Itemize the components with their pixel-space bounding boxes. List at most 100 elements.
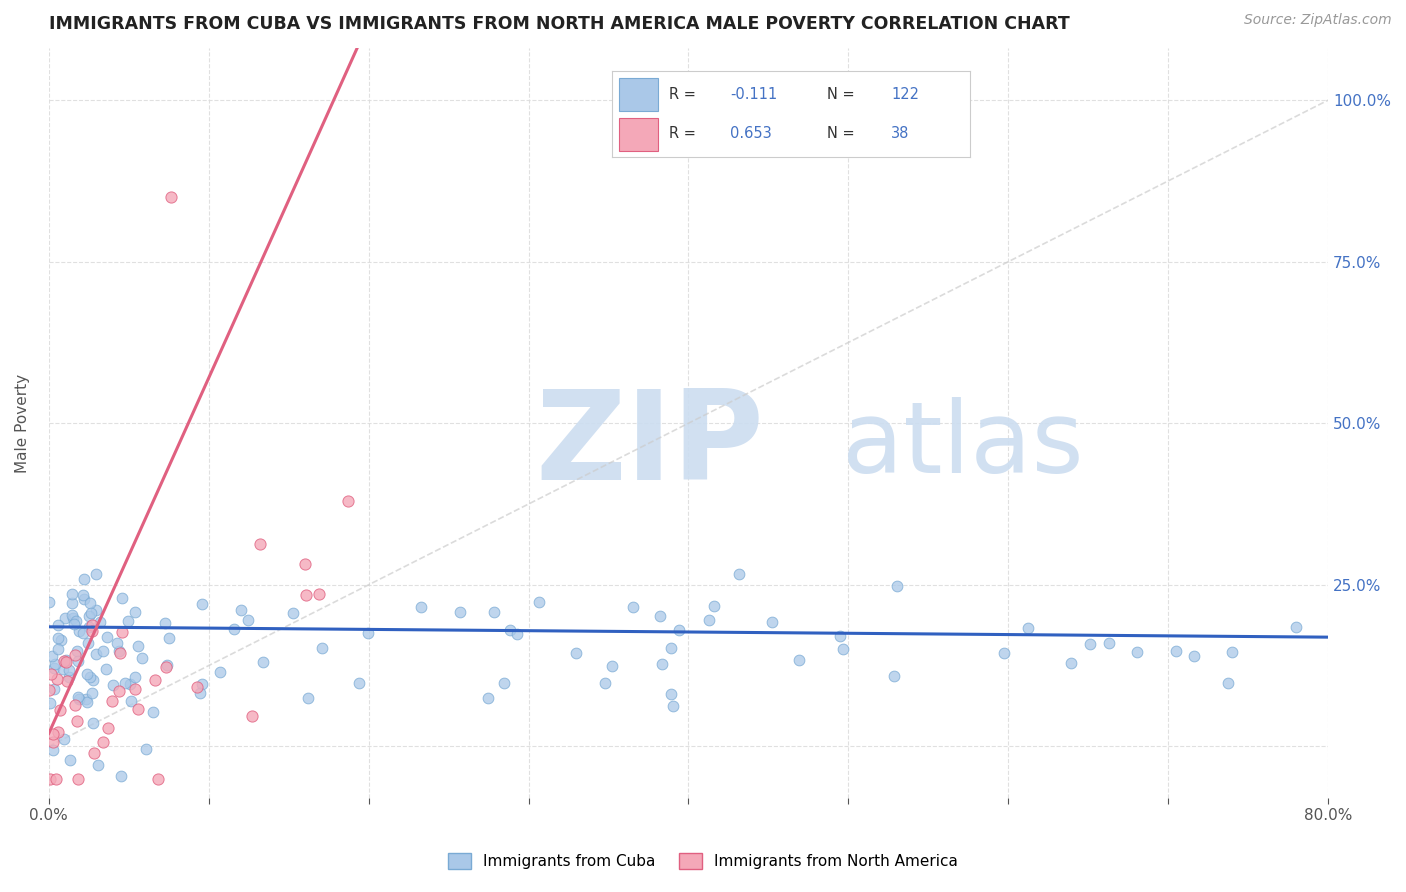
- Point: [142, 706, 165, 720]
- Point: [135, 742, 157, 756]
- Point: [39, 772, 62, 786]
- Point: [659, 688, 682, 702]
- Point: [75, 692, 97, 706]
- Point: [118, 677, 141, 691]
- Y-axis label: Male Poverty: Male Poverty: [15, 374, 30, 473]
- Point: [101, 677, 124, 691]
- Point: [830, 629, 852, 643]
- Point: [72, 588, 94, 602]
- Point: [79, 670, 101, 684]
- Point: [42, 681, 65, 696]
- Point: [80, 606, 103, 620]
- Point: [111, 591, 134, 606]
- Point: [159, 631, 181, 645]
- Point: [1078, 637, 1101, 651]
- Point: [703, 599, 725, 613]
- Point: [84, 567, 107, 582]
- Point: [42, 661, 65, 675]
- Point: [42, 727, 65, 741]
- Point: [77, 620, 100, 634]
- Point: [668, 624, 690, 638]
- Point: [650, 609, 672, 624]
- Point: [120, 694, 142, 708]
- Point: [55, 611, 77, 625]
- Point: [100, 693, 122, 707]
- Point: [108, 684, 131, 698]
- Point: [728, 567, 751, 582]
- Point: [188, 686, 211, 700]
- Point: [96, 662, 118, 676]
- Point: [63, 617, 86, 632]
- Point: [146, 772, 169, 786]
- Point: [124, 670, 146, 684]
- Point: [67, 654, 90, 668]
- Point: [124, 605, 146, 619]
- Point: [67, 772, 90, 786]
- Legend: Immigrants from Cuba, Immigrants from North America: Immigrants from Cuba, Immigrants from No…: [441, 847, 965, 875]
- Point: [297, 691, 319, 706]
- Point: [80, 624, 103, 638]
- Point: [55, 655, 77, 669]
- Point: [347, 676, 370, 690]
- Point: [191, 597, 214, 611]
- Point: [252, 655, 274, 669]
- Point: [336, 493, 359, 508]
- Point: [886, 579, 908, 593]
- Point: [159, 190, 181, 204]
- Point: [831, 642, 853, 657]
- Point: [651, 657, 673, 672]
- Point: [66, 714, 89, 728]
- Point: [127, 639, 149, 653]
- Point: [55, 653, 77, 667]
- Point: [77, 608, 100, 623]
- Point: [143, 673, 166, 687]
- Point: [229, 603, 252, 617]
- Point: [127, 702, 149, 716]
- Point: [131, 650, 153, 665]
- Point: [993, 646, 1015, 660]
- Point: [42, 743, 65, 757]
- Point: [659, 641, 682, 656]
- Point: [311, 641, 333, 656]
- Point: [89, 615, 111, 630]
- Point: [1017, 621, 1039, 635]
- Point: [66, 690, 89, 704]
- Point: [76, 695, 98, 709]
- Point: [45, 772, 67, 786]
- Point: [294, 558, 316, 572]
- Point: [661, 699, 683, 714]
- Point: [236, 613, 259, 627]
- Point: [155, 660, 177, 674]
- Point: [60, 587, 83, 601]
- Text: atlas: atlas: [842, 397, 1084, 494]
- Point: [83, 746, 105, 760]
- Point: [295, 588, 318, 602]
- Point: [62, 611, 84, 625]
- Point: [67, 692, 90, 706]
- Point: [46, 617, 69, 632]
- Point: [1216, 675, 1239, 690]
- Point: [96, 630, 118, 644]
- Point: [82, 716, 104, 731]
- Point: [58, 670, 80, 684]
- Point: [1220, 645, 1243, 659]
- Point: [73, 591, 96, 606]
- Point: [77, 636, 100, 650]
- Point: [153, 615, 176, 630]
- Point: [1182, 648, 1205, 663]
- Point: [357, 626, 380, 640]
- Point: [191, 677, 214, 691]
- Point: [38, 682, 60, 697]
- Point: [621, 599, 644, 614]
- Point: [65, 643, 87, 657]
- Point: [281, 607, 304, 621]
- Point: [124, 681, 146, 696]
- Point: [39, 696, 62, 710]
- Point: [82, 617, 104, 632]
- Point: [46, 642, 69, 657]
- Point: [91, 735, 114, 749]
- Point: [41, 649, 63, 664]
- Point: [56, 673, 79, 688]
- Point: [117, 614, 139, 628]
- Point: [59, 753, 82, 767]
